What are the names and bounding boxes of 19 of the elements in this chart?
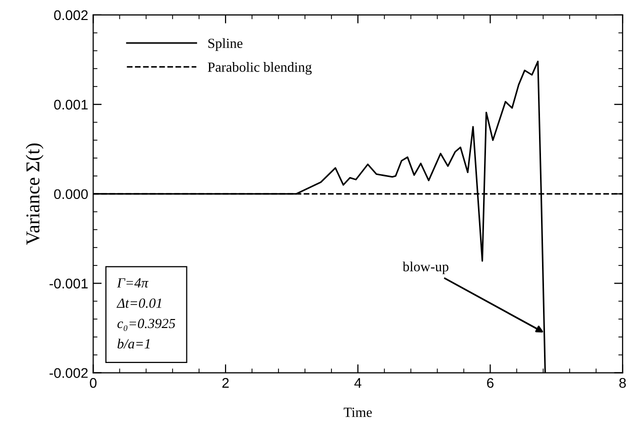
annotation: Γ=4π: [116, 278, 149, 288]
annotation: blow-up: [402, 262, 448, 274]
x-axis-title: Time: [344, 408, 372, 418]
annotation: c₀=0.3925: [117, 318, 176, 331]
y-tick-label: -0.002: [50, 368, 88, 378]
annotation: Δt=0.01: [116, 298, 162, 308]
annotation: b/a=1: [118, 338, 150, 348]
x-tick-label: 8: [619, 378, 626, 388]
legend-label: Parabolic blending: [208, 62, 312, 75]
x-tick-label: 6: [487, 378, 494, 388]
x-tick-label: 2: [222, 378, 229, 388]
y-tick-label: 0.002: [54, 10, 88, 20]
y-tick-label: -0.001: [50, 278, 88, 288]
y-tick-label: 0.000: [54, 189, 88, 200]
x-tick-label: 0: [90, 378, 97, 388]
y-axis-title: Variance Σ(t): [26, 143, 44, 245]
y-tick-label: 0.001: [54, 100, 88, 110]
legend-label: Spline: [208, 38, 242, 51]
x-tick-label: 4: [354, 378, 362, 388]
